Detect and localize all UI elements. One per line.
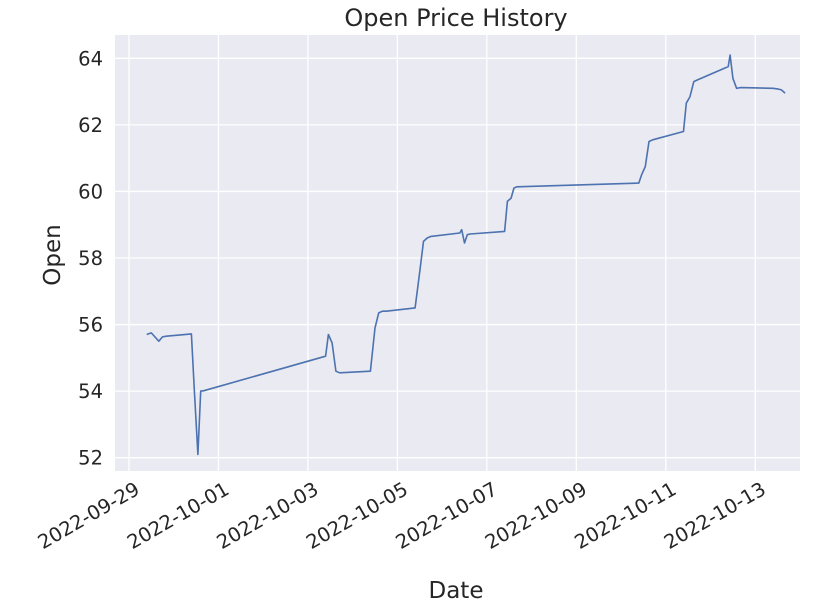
series-layer <box>146 54 786 456</box>
y-tick-label: 56 <box>78 314 103 337</box>
y-tick-labels: 52 54 56 58 60 62 64 <box>78 47 103 469</box>
chart-title: Open Price History <box>344 4 567 32</box>
plot-area <box>115 35 800 471</box>
x-axis-label: Date <box>429 578 484 604</box>
open-price-line <box>146 54 786 456</box>
y-tick-label: 58 <box>78 247 103 270</box>
y-tick-label: 52 <box>78 447 103 470</box>
y-tick-label: 64 <box>78 47 103 70</box>
y-tick-label: 62 <box>78 114 103 137</box>
grid <box>115 35 800 471</box>
y-tick-label: 54 <box>78 380 103 403</box>
y-axis-label: Open <box>40 224 66 285</box>
y-tick-label: 60 <box>78 180 103 203</box>
